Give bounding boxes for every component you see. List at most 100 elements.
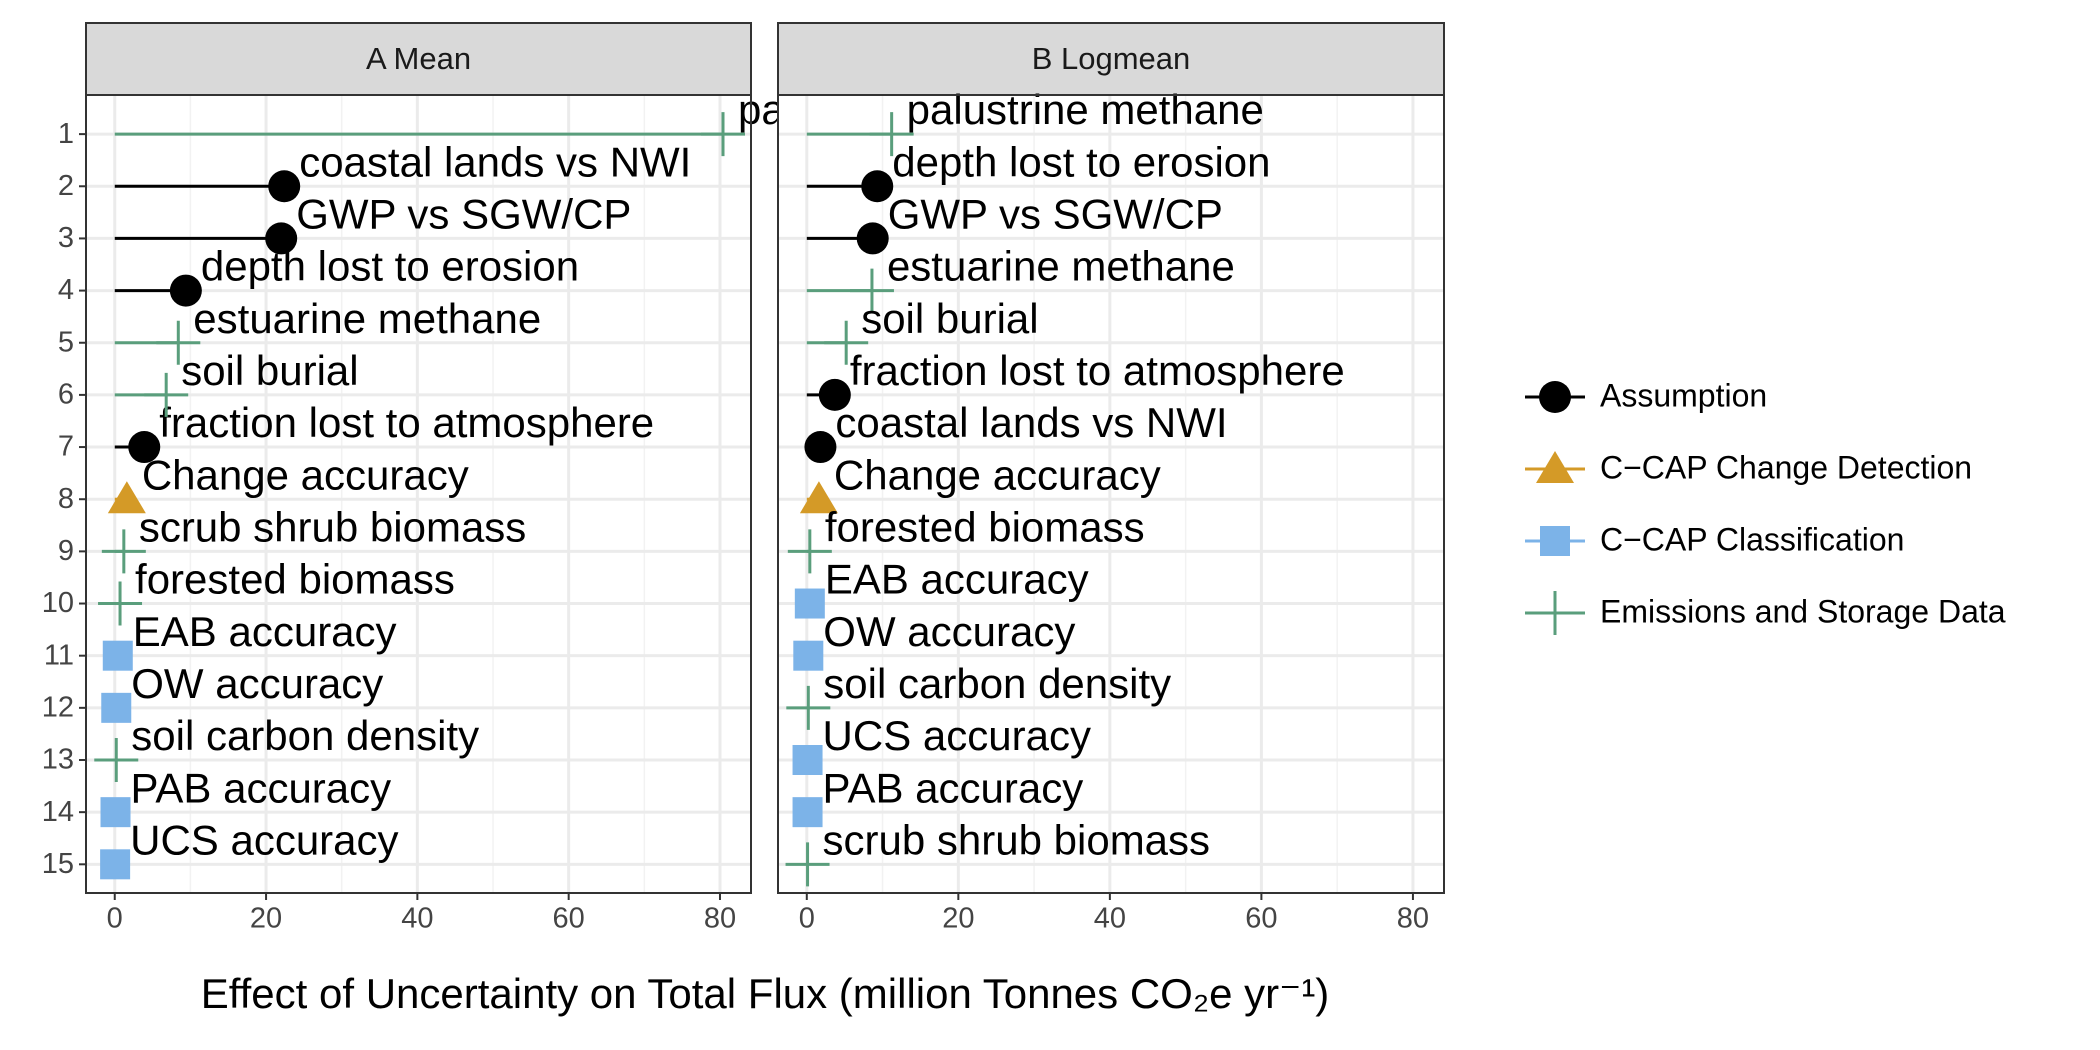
x-tick-label: 40 [401, 903, 433, 935]
marker [94, 738, 139, 782]
y-tick-label: 6 [58, 379, 74, 411]
x-tick-label: 60 [1245, 903, 1277, 935]
marker [102, 640, 133, 671]
x-tick-label: 0 [107, 903, 123, 935]
marker [1540, 526, 1570, 556]
x-tick-label: 0 [799, 903, 815, 935]
marker [849, 268, 894, 313]
marker [824, 320, 869, 365]
marker [799, 481, 838, 514]
point-label: depth lost to erosion [201, 243, 579, 290]
x-axis-label: Effect of Uncertainty on Total Flux (mil… [201, 970, 1330, 1017]
y-tick-label: 4 [58, 274, 74, 306]
point-label: scrub shrub biomass [823, 816, 1211, 863]
point-label: soil carbon density [823, 660, 1171, 707]
x-tick-label: 20 [942, 903, 974, 935]
panel-title: A Mean [366, 41, 471, 76]
marker [144, 372, 189, 417]
point-label: soil burial [181, 347, 358, 394]
x-tick-label: 20 [250, 903, 282, 935]
marker [101, 692, 132, 723]
marker [792, 745, 823, 775]
x-tick-label: 80 [1397, 903, 1429, 935]
marker [793, 640, 824, 671]
point-label: fraction lost to atmosphere [850, 347, 1345, 394]
point-label: GWP vs SGW/CP [296, 191, 631, 238]
strip [777, 22, 1445, 96]
point-label: OW accuracy [131, 660, 383, 707]
marker [856, 222, 889, 255]
point-label: forested biomass [825, 503, 1145, 550]
marker [169, 274, 202, 307]
point-label: UCS accuracy [130, 816, 398, 863]
marker [268, 170, 301, 203]
y-tick-label: 1 [58, 118, 74, 150]
legend-label: C−CAP Classification [1600, 521, 1904, 557]
marker [98, 581, 143, 626]
marker [100, 849, 131, 880]
y-tick-label: 10 [42, 587, 74, 619]
point-label: scrub shrub biomass [139, 503, 527, 550]
y-tick-label: 2 [58, 170, 74, 202]
y-tick-label: 12 [42, 691, 74, 723]
panel-border [85, 94, 752, 894]
point-label: coastal lands vs NWI [835, 399, 1227, 446]
y-tick-label: 8 [58, 483, 74, 515]
point-label: GWP vs SGW/CP [888, 191, 1223, 238]
marker [786, 685, 831, 730]
marker [701, 112, 746, 157]
point-label: estuarine methane [887, 243, 1235, 290]
marker [1539, 381, 1571, 413]
legend-label: C−CAP Change Detection [1600, 449, 1972, 485]
point-label: EAB accuracy [825, 556, 1089, 603]
marker [156, 320, 201, 365]
point-label: OW accuracy [823, 608, 1075, 655]
point-label: Change accuracy [142, 451, 469, 498]
marker [785, 842, 830, 887]
marker [818, 378, 851, 411]
y-tick-label: 11 [44, 639, 74, 671]
point-label: soil carbon density [131, 712, 479, 759]
point-label: palustrine methane [907, 86, 1264, 133]
marker [1533, 591, 1577, 635]
legend-label: Emissions and Storage Data [1600, 593, 2006, 629]
point-label: forested biomass [135, 556, 455, 603]
point-label: depth lost to erosion [892, 138, 1270, 185]
marker [1536, 451, 1574, 483]
point-label: fraction lost to atmosphere [159, 399, 654, 446]
legend-label: Assumption [1600, 377, 1767, 413]
marker [804, 431, 837, 464]
x-tick-label: 60 [553, 903, 585, 935]
marker [100, 797, 131, 828]
x-tick-label: 80 [704, 903, 736, 935]
marker [107, 481, 146, 514]
point-label: soil burial [861, 295, 1038, 342]
point-label: UCS accuracy [823, 712, 1091, 759]
marker [794, 588, 825, 619]
y-tick-label: 14 [42, 796, 74, 828]
marker [101, 529, 146, 574]
point-label: PAB accuracy [131, 764, 392, 811]
point-label: coastal lands vs NWI [299, 138, 691, 185]
point-label: PAB accuracy [823, 764, 1084, 811]
strip [85, 22, 752, 96]
y-tick-label: 13 [42, 744, 74, 776]
marker [265, 222, 298, 255]
marker [128, 431, 161, 464]
marker [869, 112, 914, 157]
panel-border [777, 94, 1445, 894]
marker [792, 797, 823, 828]
marker [861, 170, 894, 203]
point-label: EAB accuracy [133, 608, 397, 655]
y-tick-label: 3 [58, 222, 74, 254]
panel-title: B Logmean [1032, 41, 1191, 76]
panel: B Logmean 0 20 40 60 80 depth lost to erosion G… [777, 22, 1445, 935]
y-tick-label: 9 [58, 535, 74, 567]
point-label: estuarine methane [193, 295, 541, 342]
y-tick-label: 7 [58, 431, 74, 463]
y-tick-label: 5 [58, 326, 74, 358]
point-label: Change accuracy [834, 451, 1161, 498]
y-tick-label: 15 [42, 848, 74, 880]
